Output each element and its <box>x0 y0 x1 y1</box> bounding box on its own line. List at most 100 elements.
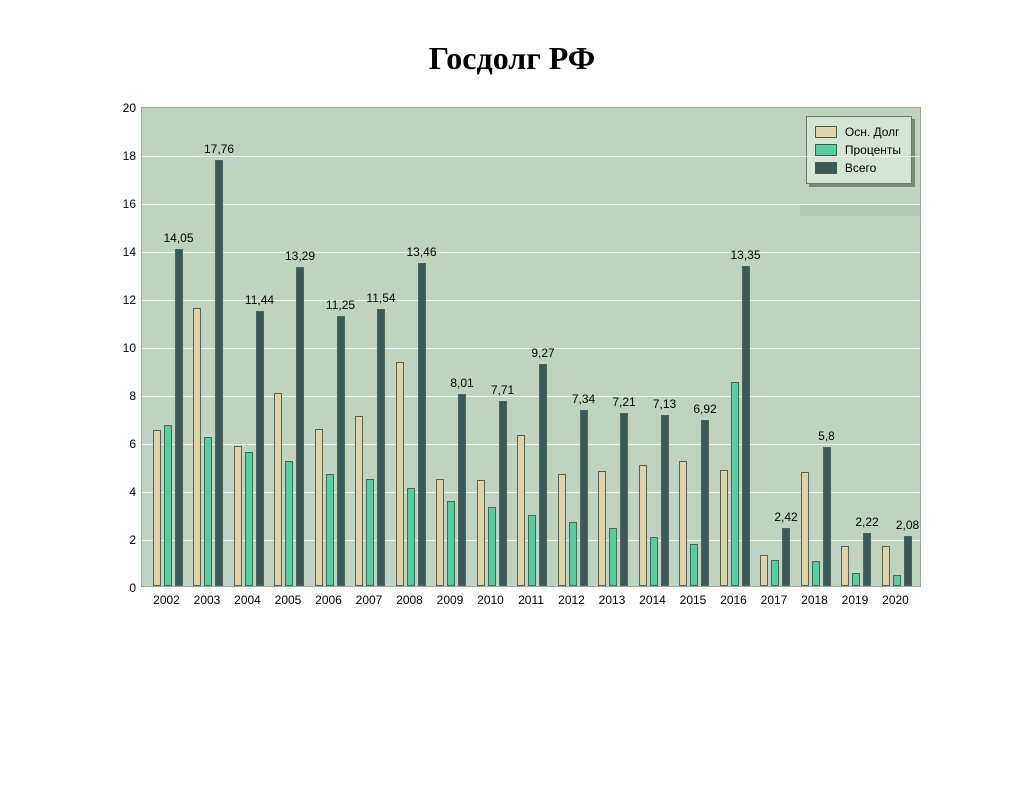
bar-group: 13,35 <box>720 108 750 586</box>
bar-principal <box>355 416 363 586</box>
bar-interest <box>852 573 860 586</box>
bar-value-label: 11,44 <box>245 293 274 307</box>
bar-group: 13,46 <box>396 108 426 586</box>
y-tick-label: 0 <box>106 581 136 595</box>
bar-value-label: 11,25 <box>326 298 355 312</box>
bar-total <box>377 309 385 586</box>
bar-principal <box>274 393 282 586</box>
x-tick-label: 2015 <box>680 593 707 607</box>
bar-interest <box>407 488 415 586</box>
bar-principal <box>720 470 728 586</box>
bar-total <box>175 249 183 586</box>
bar-value-label: 7,34 <box>572 392 595 406</box>
bar-principal <box>193 308 201 586</box>
bar-principal <box>153 430 161 586</box>
bar-interest <box>771 560 779 586</box>
bar-total <box>661 415 669 586</box>
y-tick-label: 18 <box>106 149 136 163</box>
bar-total <box>701 420 709 586</box>
bar-value-label: 14,05 <box>163 231 193 245</box>
bar-principal <box>639 465 647 586</box>
x-tick-label: 2014 <box>639 593 666 607</box>
bar-principal <box>882 546 890 586</box>
bar-total <box>823 447 831 586</box>
plot-area: Осн. ДолгПроцентыВсего WWW.OLMA.RU (c) 2… <box>141 107 921 587</box>
x-tick-label: 2013 <box>599 593 626 607</box>
y-tick-label: 6 <box>106 437 136 451</box>
bar-group: 8,01 <box>436 108 466 586</box>
y-tick-label: 10 <box>106 341 136 355</box>
bar-total <box>580 410 588 586</box>
bar-value-label: 7,13 <box>653 397 676 411</box>
bar-group: 13,29 <box>274 108 304 586</box>
bar-principal <box>598 471 606 586</box>
bar-value-label: 13,29 <box>285 249 315 263</box>
bar-total <box>620 413 628 586</box>
bar-principal <box>436 479 444 586</box>
bar-interest <box>285 461 293 586</box>
bar-principal <box>517 435 525 586</box>
y-tick-label: 20 <box>106 101 136 115</box>
bar-value-label: 11,54 <box>366 291 395 305</box>
bar-group: 7,71 <box>477 108 507 586</box>
y-tick-label: 16 <box>106 197 136 211</box>
bar-value-label: 2,08 <box>896 518 919 532</box>
bar-interest <box>204 437 212 586</box>
bar-total <box>904 536 912 586</box>
bar-principal <box>558 474 566 586</box>
bar-value-label: 7,21 <box>612 395 635 409</box>
bar-group: 6,92 <box>679 108 709 586</box>
y-tick-label: 2 <box>106 533 136 547</box>
bar-group: 5,8 <box>801 108 831 586</box>
bar-total <box>742 266 750 586</box>
bar-interest <box>326 474 334 586</box>
x-tick-label: 2008 <box>396 593 423 607</box>
bar-principal <box>841 546 849 586</box>
bar-value-label: 2,22 <box>855 515 878 529</box>
bar-group: 2,42 <box>760 108 790 586</box>
page-title: Госдолг РФ <box>0 40 1024 77</box>
x-tick-label: 2012 <box>558 593 585 607</box>
bar-total <box>296 267 304 586</box>
bar-group: 11,54 <box>355 108 385 586</box>
bar-principal <box>315 429 323 586</box>
x-tick-label: 2002 <box>153 593 180 607</box>
bar-value-label: 8,01 <box>450 376 473 390</box>
bar-value-label: 6,92 <box>693 402 716 416</box>
y-tick-label: 14 <box>106 245 136 259</box>
bar-interest <box>366 479 374 586</box>
bar-total <box>458 394 466 586</box>
bar-interest <box>447 501 455 586</box>
x-tick-label: 2011 <box>518 593 544 607</box>
y-tick-label: 8 <box>106 389 136 403</box>
x-tick-label: 2017 <box>761 593 788 607</box>
bar-interest <box>731 382 739 586</box>
x-tick-label: 2004 <box>234 593 261 607</box>
x-tick-label: 2007 <box>356 593 383 607</box>
bar-value-label: 17,76 <box>204 142 234 156</box>
bar-principal <box>396 362 404 586</box>
x-tick-label: 2006 <box>315 593 342 607</box>
bar-interest <box>609 528 617 586</box>
bar-principal <box>801 472 809 586</box>
bar-total <box>863 533 871 586</box>
bar-total <box>499 401 507 586</box>
bar-value-label: 9,27 <box>531 346 554 360</box>
bar-total <box>782 528 790 586</box>
x-tick-label: 2018 <box>801 593 828 607</box>
bar-group: 11,25 <box>315 108 345 586</box>
bar-value-label: 7,71 <box>491 383 514 397</box>
bar-interest <box>569 522 577 586</box>
bar-interest <box>528 515 536 586</box>
x-tick-label: 2009 <box>437 593 464 607</box>
bar-principal <box>679 461 687 586</box>
bar-value-label: 13,46 <box>406 245 436 259</box>
x-tick-label: 2019 <box>842 593 869 607</box>
bar-group: 7,13 <box>639 108 669 586</box>
bar-principal <box>477 480 485 586</box>
bar-total <box>256 311 264 586</box>
bar-total <box>539 364 547 586</box>
bar-interest <box>164 425 172 586</box>
bar-value-label: 2,42 <box>774 510 797 524</box>
bar-interest <box>690 544 698 586</box>
